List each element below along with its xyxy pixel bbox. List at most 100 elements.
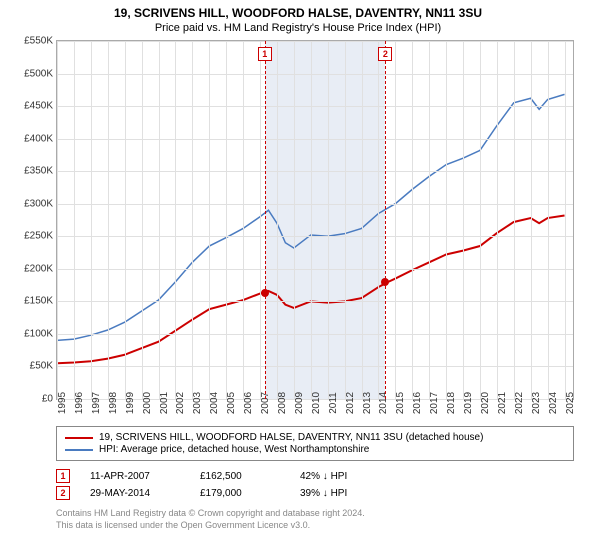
y-axis-label: £250K	[24, 231, 53, 242]
x-axis-label: 1996	[74, 392, 85, 414]
x-axis-label: 2014	[378, 392, 389, 414]
x-axis-label: 2006	[243, 392, 254, 414]
gridline-v	[429, 41, 430, 399]
footer-line: Contains HM Land Registry data © Crown c…	[56, 508, 582, 520]
x-axis-label: 2017	[429, 392, 440, 414]
gridline-v	[378, 41, 379, 399]
legend-label: 19, SCRIVENS HILL, WOODFORD HALSE, DAVEN…	[99, 432, 483, 443]
gridline-v	[175, 41, 176, 399]
x-axis-label: 2010	[311, 392, 322, 414]
gridline-h	[57, 41, 573, 42]
line-series-svg	[57, 41, 573, 399]
x-axis-label: 1997	[91, 392, 102, 414]
gridline-h	[57, 366, 573, 367]
x-axis-label: 2024	[548, 392, 559, 414]
y-axis-label: £300K	[24, 198, 53, 209]
x-axis-label: 2002	[175, 392, 186, 414]
gridline-v	[311, 41, 312, 399]
legend-item-hpi: HPI: Average price, detached house, West…	[65, 444, 565, 455]
x-axis-label: 1999	[125, 392, 136, 414]
gridline-v	[260, 41, 261, 399]
transaction-price: £179,000	[200, 488, 280, 499]
footer-line: This data is licensed under the Open Gov…	[56, 520, 582, 532]
transaction-date: 29-MAY-2014	[90, 488, 180, 499]
gridline-h	[57, 139, 573, 140]
y-axis-label: £450K	[24, 101, 53, 112]
transaction-pct: 39% ↓ HPI	[300, 488, 400, 499]
footer-attribution: Contains HM Land Registry data © Crown c…	[56, 508, 582, 531]
x-axis-label: 2018	[446, 392, 457, 414]
legend: 19, SCRIVENS HILL, WOODFORD HALSE, DAVEN…	[56, 426, 574, 461]
x-axis-label: 2012	[345, 392, 356, 414]
chart-subtitle: Price paid vs. HM Land Registry's House …	[14, 22, 582, 34]
gridline-v	[192, 41, 193, 399]
transaction-marker-icon: 1	[56, 469, 70, 483]
transaction-marker-2: 2	[378, 47, 392, 61]
y-axis-label: £550K	[24, 36, 53, 47]
y-axis-label: £350K	[24, 166, 53, 177]
gridline-h	[57, 301, 573, 302]
transaction-row: 1 11-APR-2007 £162,500 42% ↓ HPI	[56, 469, 582, 483]
gridline-h	[57, 106, 573, 107]
x-axis-label: 1995	[57, 392, 68, 414]
transaction-vline	[385, 41, 386, 399]
plot-region: £0£50K£100K£150K£200K£250K£300K£350K£400…	[56, 40, 574, 400]
transaction-price: £162,500	[200, 471, 280, 482]
chart-area: £0£50K£100K£150K£200K£250K£300K£350K£400…	[56, 40, 574, 420]
transaction-table: 1 11-APR-2007 £162,500 42% ↓ HPI 2 29-MA…	[56, 469, 582, 500]
gridline-v	[480, 41, 481, 399]
y-axis-label: £400K	[24, 133, 53, 144]
transaction-dot	[381, 278, 389, 286]
gridline-v	[362, 41, 363, 399]
x-axis-label: 1998	[108, 392, 119, 414]
gridline-v	[497, 41, 498, 399]
x-axis-label: 2011	[328, 392, 339, 414]
x-axis-label: 2004	[209, 392, 220, 414]
legend-swatch	[65, 437, 93, 439]
gridline-h	[57, 74, 573, 75]
gridline-v	[142, 41, 143, 399]
y-axis-label: £500K	[24, 68, 53, 79]
gridline-v	[531, 41, 532, 399]
transaction-vline	[265, 41, 266, 399]
legend-swatch	[65, 449, 93, 451]
transaction-marker-icon: 2	[56, 486, 70, 500]
y-axis-label: £100K	[24, 328, 53, 339]
transaction-dot	[261, 289, 269, 297]
gridline-v	[125, 41, 126, 399]
chart-title: 19, SCRIVENS HILL, WOODFORD HALSE, DAVEN…	[14, 6, 582, 20]
x-axis-label: 2023	[531, 392, 542, 414]
legend-label: HPI: Average price, detached house, West…	[99, 444, 369, 455]
gridline-v	[345, 41, 346, 399]
x-axis-label: 2020	[480, 392, 491, 414]
gridline-v	[463, 41, 464, 399]
x-axis-label: 2025	[565, 392, 576, 414]
transaction-row: 2 29-MAY-2014 £179,000 39% ↓ HPI	[56, 486, 582, 500]
x-axis-label: 2022	[514, 392, 525, 414]
y-axis-label: £150K	[24, 296, 53, 307]
gridline-v	[91, 41, 92, 399]
transaction-marker-1: 1	[258, 47, 272, 61]
gridline-v	[243, 41, 244, 399]
gridline-v	[565, 41, 566, 399]
gridline-v	[412, 41, 413, 399]
x-axis-label: 2015	[395, 392, 406, 414]
x-axis-label: 2008	[277, 392, 288, 414]
gridline-v	[294, 41, 295, 399]
x-axis-label: 2013	[362, 392, 373, 414]
transaction-pct: 42% ↓ HPI	[300, 471, 400, 482]
gridline-v	[514, 41, 515, 399]
y-axis-label: £200K	[24, 263, 53, 274]
gridline-h	[57, 334, 573, 335]
x-axis-label: 2019	[463, 392, 474, 414]
x-axis-label: 2016	[412, 392, 423, 414]
x-axis-label: 2003	[192, 392, 203, 414]
gridline-v	[226, 41, 227, 399]
gridline-v	[108, 41, 109, 399]
gridline-v	[328, 41, 329, 399]
gridline-h	[57, 269, 573, 270]
x-axis-label: 2009	[294, 392, 305, 414]
gridline-v	[395, 41, 396, 399]
transaction-date: 11-APR-2007	[90, 471, 180, 482]
gridline-v	[74, 41, 75, 399]
